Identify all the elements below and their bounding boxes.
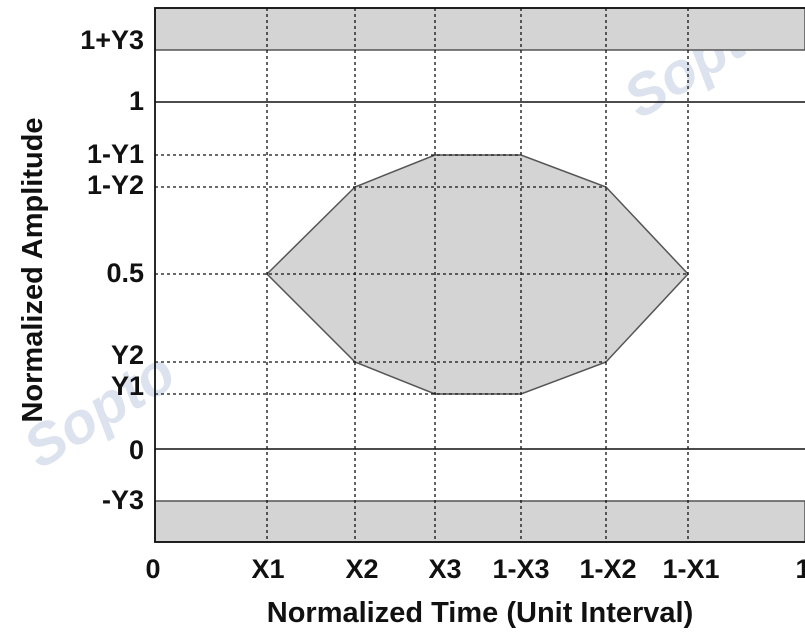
y-tick-y1: Y1 bbox=[111, 371, 144, 401]
y-tick-half: 0.5 bbox=[106, 258, 144, 288]
y-axis-title: Normalized Amplitude bbox=[17, 117, 49, 422]
x-tick-x3: X3 bbox=[428, 554, 461, 584]
y-tick-1-minus-y2: 1-Y2 bbox=[87, 170, 144, 200]
x-tick-x1: X1 bbox=[251, 554, 284, 584]
x-axis-title: Normalized Time (Unit Interval) bbox=[267, 597, 694, 629]
y-tick-0: 0 bbox=[129, 435, 144, 465]
x-tick-1-minus-x3: 1-X3 bbox=[492, 554, 549, 584]
y-tick-minus-y3: -Y3 bbox=[102, 485, 144, 515]
x-tick-x2: X2 bbox=[345, 554, 378, 584]
lower-mask-region bbox=[155, 501, 805, 542]
upper-mask-region bbox=[155, 8, 805, 50]
y-tick-1-minus-y1: 1-Y1 bbox=[87, 139, 144, 169]
x-tick-1: 1 bbox=[795, 554, 805, 584]
x-tick-1-minus-x2: 1-X2 bbox=[579, 554, 636, 584]
y-tick-y2: Y2 bbox=[111, 340, 144, 370]
x-tick-1-minus-x1: 1-X1 bbox=[662, 554, 719, 584]
y-tick-1: 1 bbox=[129, 86, 144, 116]
y-tick-1-plus-y3: 1+Y3 bbox=[80, 25, 144, 55]
x-tick-0: 0 bbox=[145, 554, 160, 584]
